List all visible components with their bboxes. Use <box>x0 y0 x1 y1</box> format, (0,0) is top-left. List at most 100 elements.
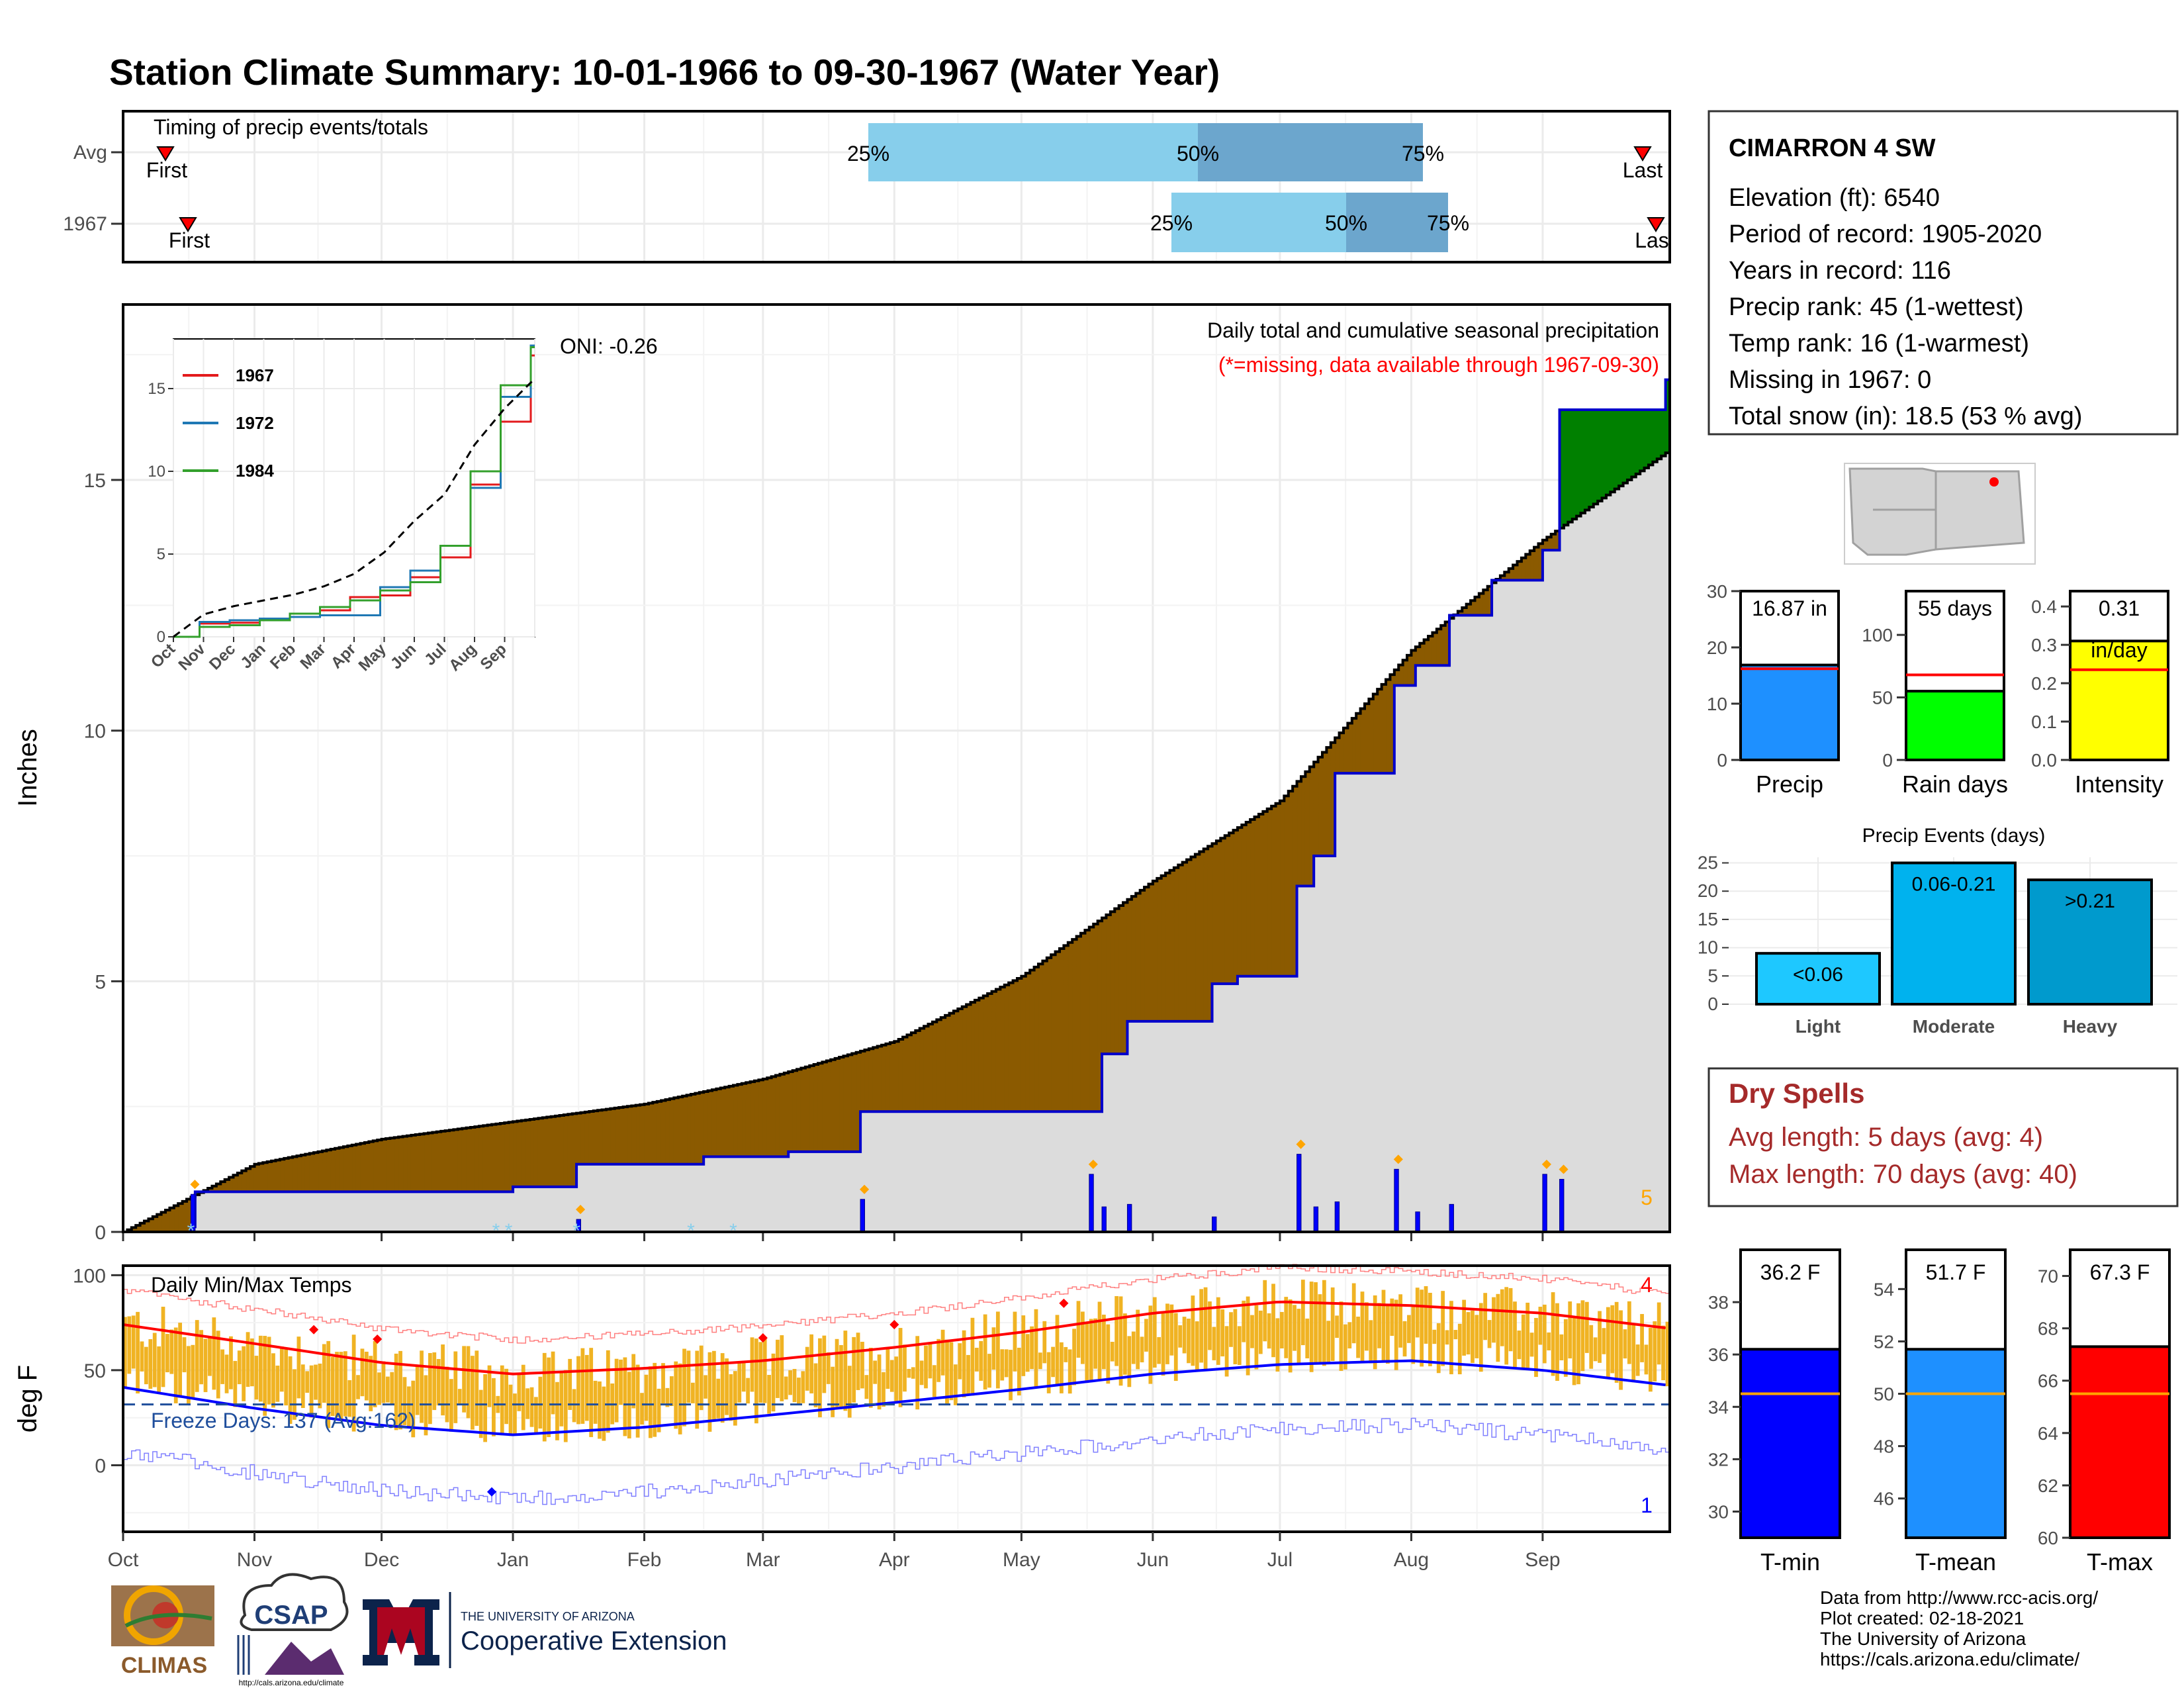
daily-temp-bar <box>1411 1306 1416 1364</box>
daily-temp-bar <box>360 1348 365 1397</box>
average-cumulative-line <box>123 449 1671 1233</box>
daily-temp-bar <box>894 1356 899 1404</box>
csap-logo: CSAP http://cals.arizona.edu/climate <box>237 1573 349 1687</box>
daily-temp-bar <box>1309 1282 1314 1372</box>
temp-bar-tick-label: 62 <box>2038 1476 2058 1496</box>
timing-frame <box>122 110 1671 263</box>
station-info-line: Temp rank: 16 (1-warmest) <box>1729 330 2029 357</box>
dry-spells-frame <box>1707 1067 2179 1207</box>
daily-temp-bar <box>1555 1303 1559 1381</box>
precip-frame <box>122 303 1671 1233</box>
daily-temp-bar <box>1178 1325 1183 1348</box>
daily-temp-bar <box>767 1375 771 1414</box>
daily-temp-bar <box>873 1360 878 1384</box>
temp-bar-label: T-min <box>1760 1548 1820 1575</box>
daily-temp-bar <box>665 1387 670 1407</box>
events-tick-label: 10 <box>1698 937 1718 958</box>
mini-bar-tick-label: 50 <box>1872 688 1893 708</box>
daily-temp-bar <box>457 1389 462 1405</box>
daily-temp-bar <box>199 1330 204 1385</box>
daily-temp-bar <box>953 1364 958 1405</box>
inset-legend-label: 1967 <box>236 365 274 385</box>
daily-temp-bar <box>1173 1313 1178 1382</box>
freeze-days-label: Freeze Days: 137 (Avg:162) <box>151 1409 416 1432</box>
daily-temp-bar <box>152 1333 157 1387</box>
daily-temp-bar <box>839 1344 843 1409</box>
daily-temp-bar <box>1034 1309 1038 1389</box>
daily-temp-bar <box>889 1360 894 1392</box>
temp-bar-tick-label: 48 <box>1874 1436 1894 1457</box>
daily-temp-bar <box>797 1378 801 1404</box>
daily-temp-bar <box>1110 1342 1115 1362</box>
daily-temp-bar <box>1598 1311 1602 1363</box>
precip-ylabel: Inches <box>13 729 42 807</box>
daily-temp-bar <box>1297 1309 1301 1364</box>
daily-temp-bar <box>822 1335 827 1393</box>
month-label: Oct <box>108 1549 139 1571</box>
daily-temp-bar <box>1072 1329 1076 1385</box>
daily-temp-bar <box>258 1335 263 1402</box>
daily-temp-bar <box>1377 1303 1381 1348</box>
ua-small-text: THE UNIVERSITY OF ARIZONA <box>461 1610 635 1623</box>
daily-temp-bar <box>466 1346 471 1419</box>
daily-temp-bar <box>1568 1301 1572 1359</box>
temp-bar-value <box>1905 1348 2007 1539</box>
daily-temp-bar <box>1025 1334 1030 1372</box>
daily-temp-bar <box>1576 1303 1580 1385</box>
daily-temp-bar <box>233 1360 238 1407</box>
daily-temp-bar <box>1224 1326 1229 1377</box>
daily-temp-bar <box>330 1356 335 1417</box>
month-label: Dec <box>364 1549 399 1571</box>
daily-temp-bar <box>229 1336 233 1389</box>
timing-1967-50-75-bar <box>1346 193 1448 252</box>
daily-temp-bar <box>695 1350 700 1429</box>
daily-temp-bar <box>576 1356 580 1425</box>
temp-bar-value <box>1739 1348 1841 1539</box>
daily-temp-bar <box>1563 1319 1568 1377</box>
timing-avg-25: 25% <box>847 142 889 165</box>
daily-temp-bar <box>555 1382 559 1440</box>
daily-temp-bar <box>1161 1313 1165 1376</box>
daily-temp-bar <box>792 1369 797 1403</box>
daily-temp-bar <box>398 1350 402 1430</box>
daily-temp-bar <box>584 1354 589 1421</box>
daily-temp-bar <box>1402 1321 1407 1357</box>
mini-bar-tick-label: 0.0 <box>2031 750 2057 771</box>
daily-temp-bar <box>661 1363 665 1403</box>
daily-temp-bar <box>195 1320 199 1392</box>
mini-bar-label: Precip <box>1756 771 1823 798</box>
daily-temp-bar <box>915 1336 920 1410</box>
climas-text: CLIMAS <box>121 1653 207 1678</box>
daily-temp-bar <box>402 1377 407 1425</box>
station-info-box: CIMARRON 4 SW Elevation (ft): 6540 Period… <box>1707 110 2179 436</box>
inset-ytick-label: 5 <box>157 545 165 563</box>
daily-temp-bar <box>716 1378 721 1419</box>
daily-temp-bar <box>326 1340 331 1429</box>
timing-avg-first-marker <box>156 146 175 162</box>
daily-temp-bar <box>1504 1287 1509 1365</box>
events-tick-label: 15 <box>1698 909 1718 929</box>
daily-temp-bar <box>385 1376 390 1403</box>
inset-ytick-label: 10 <box>148 463 165 481</box>
daily-temp-bar <box>1644 1344 1649 1375</box>
daily-temp-bar <box>1305 1318 1310 1359</box>
daily-temp-bar <box>288 1356 293 1425</box>
daily-temp-bar <box>1445 1330 1449 1345</box>
daily-temp-bar <box>1017 1347 1021 1396</box>
daily-temp-bar <box>335 1352 339 1418</box>
dry-spells-max: Max length: 70 days (avg: 40) <box>1729 1160 2077 1189</box>
daily-temp-bar <box>1013 1311 1017 1372</box>
daily-temp-bar <box>1195 1321 1199 1372</box>
daily-temp-bar <box>187 1346 191 1404</box>
mini-bar-tick-label: 0.2 <box>2031 673 2057 694</box>
mini-bar-value <box>1905 690 2005 761</box>
daily-temp-bar <box>979 1340 983 1381</box>
daily-temp-bar <box>648 1366 653 1438</box>
precip-panel: * * * * ** Daily total and cumulative season… <box>13 303 1671 1244</box>
events-bar-label: >0.21 <box>2065 890 2115 912</box>
daily-temp-bar <box>1064 1346 1068 1362</box>
temp-panel: Daily Min/Max Temps Freeze Days: 137 (Av… <box>13 1264 1671 1571</box>
daily-temp-bar <box>1584 1301 1589 1353</box>
temp-bar-value <box>2069 1345 2171 1540</box>
